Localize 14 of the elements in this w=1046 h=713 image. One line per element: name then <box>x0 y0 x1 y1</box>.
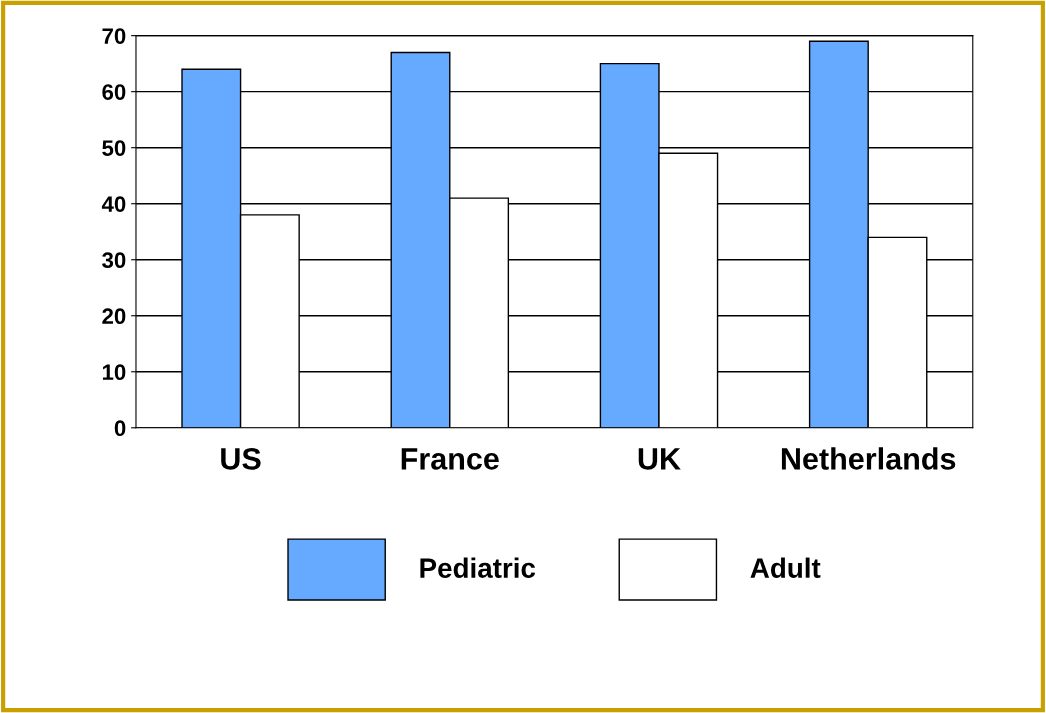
y-tick-label: 40 <box>101 196 126 212</box>
y-tick-label: 10 <box>102 364 126 381</box>
x-tick-label: France <box>401 448 499 470</box>
y-tick-label: 50 <box>102 140 126 156</box>
y-tick-label: 0 <box>114 420 126 437</box>
y-tick-label: 70 <box>102 28 126 44</box>
x-tick-label: Netherlands <box>781 447 956 470</box>
y-tick-label: 20 <box>102 308 126 325</box>
legend-label: Pediatric <box>420 557 536 578</box>
x-tick-label: UK <box>638 448 681 470</box>
y-tick-label: 30 <box>102 252 126 269</box>
legend-label: Adult <box>750 557 821 578</box>
x-tick-label: US <box>221 448 261 470</box>
y-tick-label: 60 <box>102 84 126 100</box>
